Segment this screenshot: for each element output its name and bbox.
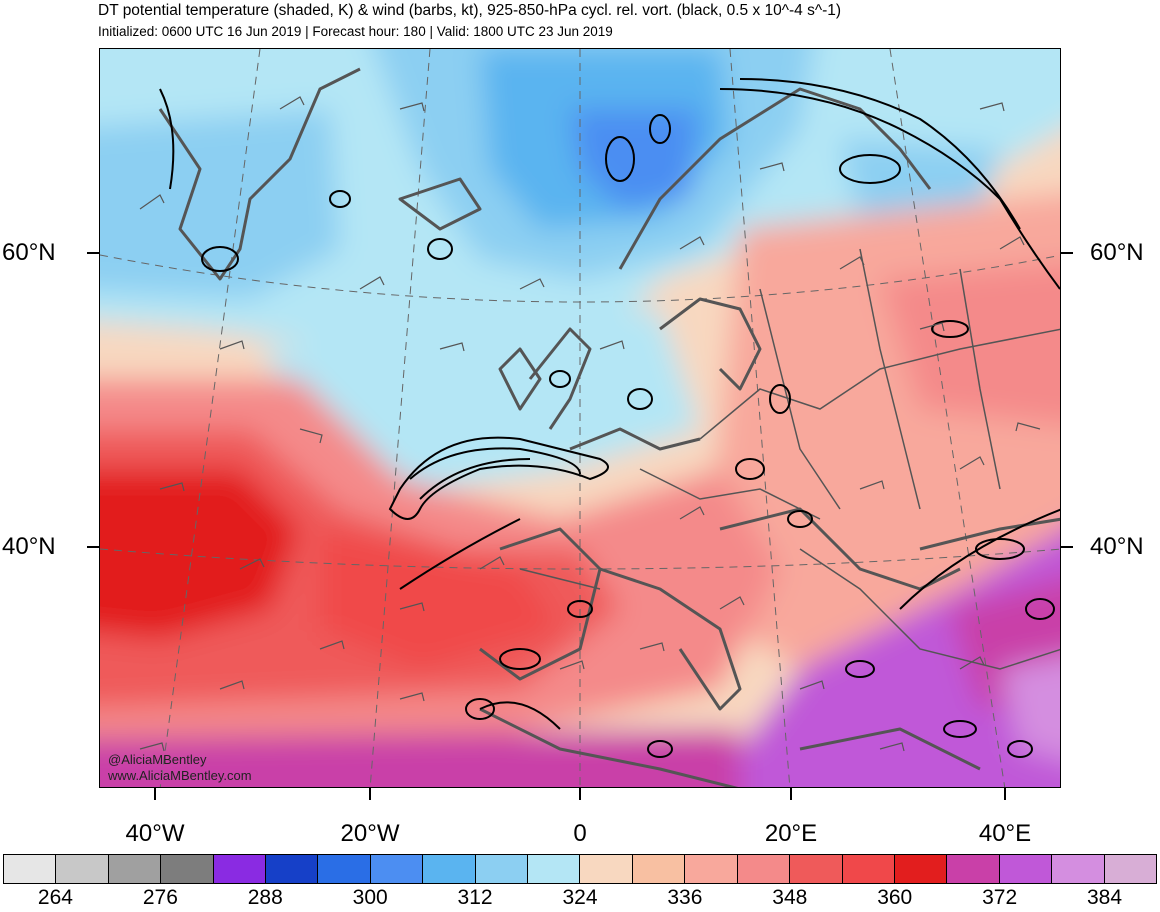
colorbar-segment — [108, 855, 162, 883]
colorbar-label: 348 — [772, 886, 808, 909]
colorbar-label: 324 — [562, 886, 598, 909]
colorbar-segment — [894, 855, 948, 883]
colorbar-segment — [1052, 855, 1105, 883]
lat-tick-40-right — [1061, 546, 1073, 548]
lat-tick-40-left — [87, 546, 99, 548]
colorbar-segment — [475, 855, 529, 883]
lat-tick-60-left — [87, 252, 99, 254]
lon-tick-20w — [369, 788, 371, 800]
map-canvas — [100, 49, 1060, 787]
colorbar-segment — [370, 855, 424, 883]
map-panel — [99, 48, 1061, 788]
vorticity-contours — [159, 78, 1060, 758]
temperature-colorbar — [3, 854, 1157, 884]
lon-tick-40e — [1004, 788, 1006, 800]
colorbar-segment — [423, 855, 476, 883]
colorbar-label: 300 — [352, 886, 388, 909]
lat-tick-60-right — [1061, 252, 1073, 254]
lon-label-20w: 20°W — [340, 820, 400, 847]
lat-label-60n-left: 60°N — [2, 239, 56, 266]
colorbar-label: 372 — [982, 886, 1018, 909]
map-subtitle: Initialized: 0600 UTC 16 Jun 2019 | Fore… — [98, 24, 613, 39]
colorbar-segment — [580, 855, 633, 883]
colorbar-segment — [4, 855, 57, 883]
colorbar-label: 264 — [37, 886, 73, 909]
colorbar-label: 384 — [1087, 886, 1123, 909]
colorbar-label: 336 — [667, 886, 703, 909]
colorbar-segment — [213, 855, 267, 883]
lat-label-40n-left: 40°N — [2, 533, 56, 560]
coastlines — [158, 67, 1060, 787]
lon-tick-0 — [579, 788, 581, 800]
colorbar-segment — [737, 855, 791, 883]
wind-barbs — [139, 96, 1041, 752]
colorbar-label: 312 — [457, 886, 493, 909]
colorbar-segment — [266, 855, 319, 883]
colorbar-segment — [318, 855, 371, 883]
map-title: DT potential temperature (shaded, K) & w… — [98, 2, 842, 19]
watermark-handle: @AliciaMBentley — [108, 752, 207, 767]
colorbar-segment — [1104, 855, 1156, 883]
colorbar-label: 288 — [247, 886, 283, 909]
lon-label-0: 0 — [573, 820, 587, 847]
watermark-site: www.AliciaMBentley.com — [108, 768, 252, 783]
colorbar-segment — [947, 855, 1000, 883]
lon-label-40e: 40°E — [978, 820, 1032, 847]
colorbar-label: 276 — [142, 886, 178, 909]
colorbar-segment — [842, 855, 895, 883]
lon-label-20e: 20°E — [764, 820, 818, 847]
colorbar-segment — [999, 855, 1053, 883]
colorbar-segment — [56, 855, 109, 883]
country-borders — [519, 248, 1060, 670]
colorbar-segment — [161, 855, 214, 883]
lon-tick-20e — [790, 788, 792, 800]
lon-label-40w: 40°W — [125, 820, 185, 847]
lat-label-60n-right: 60°N — [1090, 239, 1144, 266]
graticule — [100, 49, 1060, 787]
lon-tick-40w — [154, 788, 156, 800]
colorbar-label: 360 — [877, 886, 913, 909]
lat-label-40n-right: 40°N — [1090, 533, 1144, 560]
colorbar-segment — [528, 855, 581, 883]
colorbar-segment — [685, 855, 738, 883]
colorbar-segment — [790, 855, 843, 883]
colorbar-segment — [632, 855, 686, 883]
